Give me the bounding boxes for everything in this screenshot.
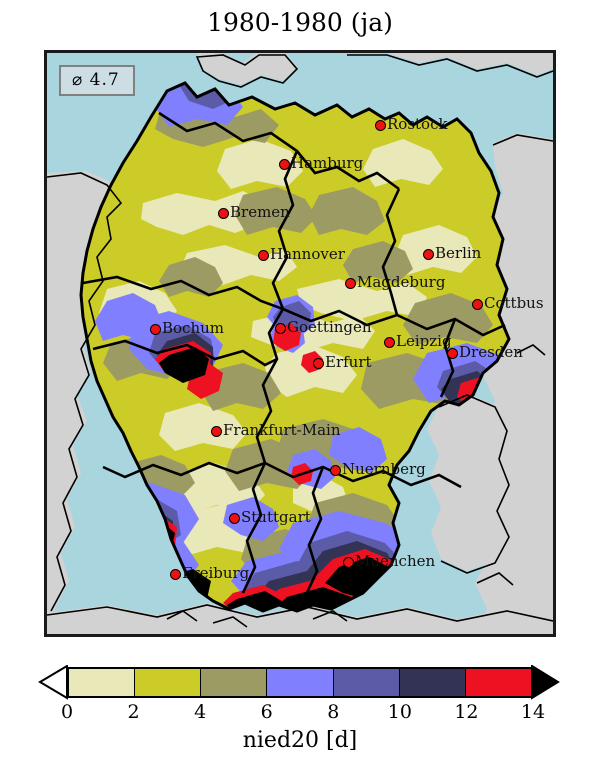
- city-label: Erfurt: [325, 353, 372, 371]
- colorbar-segment-2: [201, 669, 268, 696]
- city-label: Hamburg: [291, 154, 364, 172]
- domain-mean-badge: ⌀ 4.7: [59, 65, 135, 96]
- colorbar-tick-2: 2: [127, 701, 140, 723]
- colorbar[interactable]: [67, 667, 533, 698]
- city-label: Cottbus: [484, 294, 544, 312]
- colorbar-segment-4: [333, 669, 400, 696]
- colorbar-segment-0: [69, 669, 136, 696]
- colorbar-tick-8: 8: [327, 701, 340, 723]
- city-label: Leipzig: [396, 332, 452, 350]
- state-boundaries: [82, 111, 506, 598]
- city-label: Rostock: [387, 115, 448, 133]
- city-label: Goettingen: [287, 318, 372, 336]
- colorbar-segment-5: [399, 669, 466, 696]
- city-dot: [229, 513, 240, 524]
- colorbar-segment-3: [267, 669, 334, 696]
- city-dot: [275, 323, 286, 334]
- city-label: Magdeburg: [357, 273, 446, 291]
- colorbar-segment-6: [465, 669, 531, 696]
- city-dot: [170, 569, 181, 580]
- city-label: Bremen: [230, 203, 290, 221]
- city-label: Dresden: [459, 343, 523, 361]
- foreign-borders: [47, 54, 553, 628]
- colorbar-panel: 0 2 4 6 8 10 12 14 nied20 [d]: [0, 660, 600, 780]
- colorbar-tick-14: 14: [520, 701, 546, 723]
- city-dot: [211, 426, 222, 437]
- precipitation-map: [47, 53, 553, 634]
- colorbar-tick-4: 4: [194, 701, 207, 723]
- city-dot: [279, 159, 290, 170]
- city-dot: [258, 250, 269, 261]
- city-dot: [150, 324, 161, 335]
- colorbar-tick-12: 12: [454, 701, 479, 723]
- colorbar-segment-1: [135, 669, 202, 696]
- city-label: Frankfurt-Main: [223, 421, 341, 439]
- city-label: Freiburg: [182, 564, 250, 582]
- city-dot: [343, 557, 354, 568]
- colorbar-tick-6: 6: [260, 701, 273, 723]
- city-label: Muenchen: [355, 552, 436, 570]
- colorbar-tick-10: 10: [387, 701, 412, 723]
- map-panel: ⌀ 4.7 Rostock Hamburg Bremen Hannover Berlin…: [44, 50, 556, 637]
- colorbar-tick-0: 0: [60, 701, 74, 723]
- city-dot: [345, 278, 356, 289]
- city-dot: [218, 208, 229, 219]
- city-label: Stuttgart: [241, 508, 311, 526]
- colorbar-label: nied20 [d]: [242, 728, 358, 753]
- city-dot: [447, 348, 458, 359]
- city-dot: [384, 337, 395, 348]
- city-label: Hannover: [270, 245, 345, 263]
- city-dot: [313, 358, 324, 369]
- city-dot: [472, 299, 483, 310]
- city-label: Nuernberg: [342, 460, 426, 478]
- city-dot: [375, 120, 386, 131]
- city-dot: [423, 249, 434, 260]
- city-label: Berlin: [435, 244, 482, 262]
- city-dot: [330, 465, 341, 476]
- colorbar-over-arrow: [531, 665, 560, 700]
- page-title: 1980-1980 (ja): [207, 8, 393, 37]
- foreign-landmasses: [47, 53, 553, 634]
- city-label: Bochum: [162, 319, 224, 337]
- germany-border: [79, 81, 511, 613]
